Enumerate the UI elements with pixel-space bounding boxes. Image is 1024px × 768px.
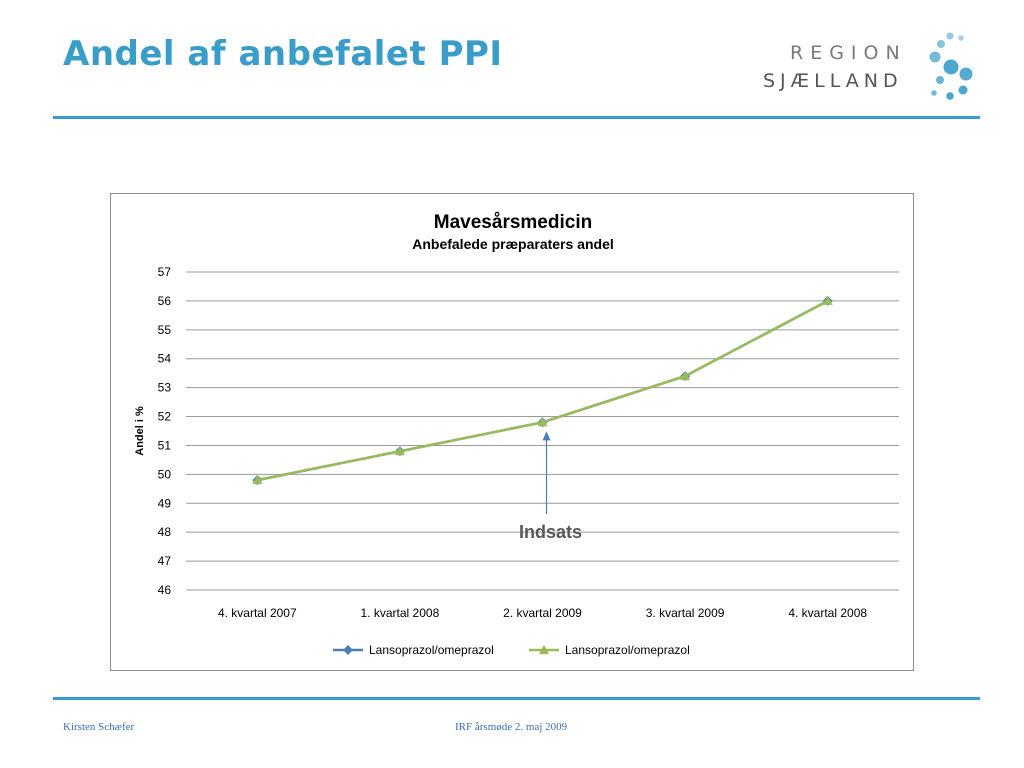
x-tick-label: 2. kvartal 2009 — [503, 606, 582, 620]
chart-title: Mavesårsmedicin — [434, 212, 592, 233]
y-tick-label: 51 — [158, 438, 172, 452]
x-tick-label: 4. kvartal 2008 — [788, 606, 867, 620]
region-sjaelland-logo: REGION SJÆLLAND — [760, 30, 980, 102]
series-2-point — [252, 475, 263, 485]
y-tick-label: 53 — [158, 381, 172, 395]
y-tick-label: 48 — [158, 525, 172, 539]
legend-swatch-marker — [343, 645, 353, 655]
series-2-point — [822, 295, 833, 305]
logo-text-sjaelland: SJÆLLAND — [763, 70, 903, 92]
line-chart: Mavesårsmedicin Anbefalede præparaters an… — [134, 212, 899, 657]
y-tick-label: 47 — [158, 554, 172, 568]
y-tick-label: 52 — [158, 410, 172, 424]
x-tick-label: 4. kvartal 2007 — [218, 606, 297, 620]
legend-swatch-marker — [539, 645, 549, 654]
legend-entry: Lansoprazol/omeprazol — [565, 643, 690, 657]
chart-frame: Mavesårsmedicin Anbefalede præparaters an… — [110, 193, 914, 671]
y-tick-label: 55 — [158, 323, 172, 337]
series-2-point — [394, 446, 405, 456]
y-tick-label: 46 — [158, 583, 172, 597]
y-tick-label: 49 — [158, 496, 172, 510]
legend-entry: Lansoprazol/omeprazol — [369, 643, 494, 657]
logo-dots-icon — [929, 32, 973, 100]
logo-text-region: REGION — [790, 42, 907, 64]
x-tick-label: 1. kvartal 2008 — [361, 606, 440, 620]
series-2-point — [680, 371, 691, 381]
series-2-point — [537, 417, 548, 427]
series-line-2 — [257, 299, 829, 482]
y-axis-label: Andel i % — [134, 406, 146, 456]
page-title: Andel af anbefalet PPI — [63, 34, 503, 74]
footer-divider — [53, 697, 980, 700]
annotation-label: Indsats — [519, 522, 582, 542]
chart-subtitle: Anbefalede præparaters andel — [412, 236, 614, 252]
header-divider — [53, 116, 980, 119]
y-tick-label: 54 — [158, 352, 172, 366]
y-tick-label: 57 — [158, 265, 172, 279]
annotation-arrow-head — [542, 431, 551, 441]
x-tick-label: 3. kvartal 2009 — [646, 606, 725, 620]
footer-author: Kirsten Schæfer — [63, 721, 135, 733]
footer-event: IRF årsmøde 2. maj 2009 — [455, 721, 568, 733]
y-tick-label: 50 — [158, 467, 172, 481]
series-line-1 — [257, 299, 829, 482]
y-tick-label: 56 — [158, 294, 172, 308]
